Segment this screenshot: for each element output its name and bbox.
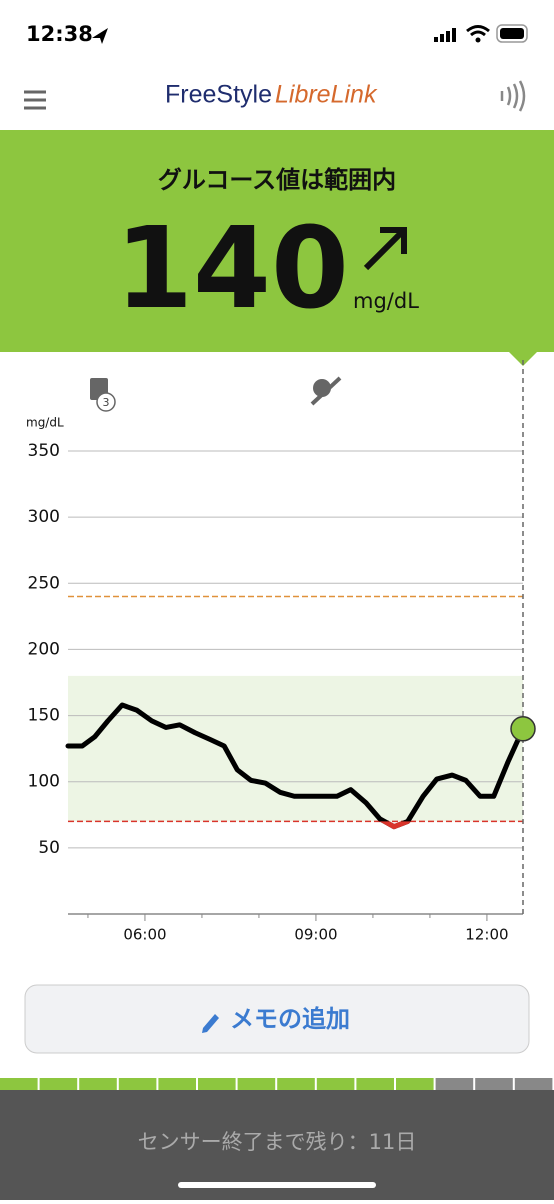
battery bbox=[496, 24, 528, 43]
y-axis-label: mg/dL bbox=[26, 416, 64, 430]
progress-segment bbox=[514, 1078, 553, 1090]
progress-segment bbox=[277, 1078, 315, 1090]
insulin-note-icon[interactable]: 3 bbox=[90, 378, 116, 412]
trend-arrow bbox=[363, 227, 407, 271]
progress-segment bbox=[237, 1078, 276, 1090]
progress-segment bbox=[0, 1078, 38, 1090]
progress-segment bbox=[198, 1078, 236, 1090]
y-tick-label: 200 bbox=[28, 639, 60, 659]
clock: 12:38 bbox=[26, 22, 93, 46]
current-marker bbox=[510, 716, 536, 742]
memo-button[interactable] bbox=[24, 984, 530, 1054]
y-tick-label: 150 bbox=[28, 706, 60, 726]
glucose-chart: mg/dL 50 100 150 200 250 300 350 06:00 09:00 12:00 bbox=[26, 360, 536, 944]
glucose-line bbox=[65, 702, 526, 830]
sensor-text: センサー終了まで残り：11日 bbox=[138, 1130, 417, 1154]
battery-level bbox=[500, 28, 524, 39]
glucose-value: 140 bbox=[115, 204, 349, 334]
y-tick-label: 300 bbox=[28, 507, 60, 527]
progress-segment bbox=[79, 1078, 117, 1090]
home-indicator bbox=[178, 1182, 376, 1188]
y-tick-label: 350 bbox=[28, 441, 60, 461]
progress-segment bbox=[356, 1078, 394, 1090]
progress-segment bbox=[316, 1078, 355, 1090]
panel-notch bbox=[509, 352, 537, 366]
insulin-icon[interactable] bbox=[310, 376, 342, 406]
progress-segment bbox=[435, 1078, 474, 1090]
menu-button[interactable] bbox=[24, 90, 46, 110]
sensor-progress bbox=[0, 1078, 553, 1090]
progress-segment bbox=[475, 1078, 513, 1090]
wifi-dot bbox=[475, 37, 481, 43]
progress-segment bbox=[158, 1078, 196, 1090]
x-tick-label: 06:00 bbox=[123, 926, 166, 944]
y-tick-label: 100 bbox=[28, 772, 60, 792]
status-text: グルコース値は範囲内 bbox=[158, 166, 396, 194]
brand-accent: LibreLink bbox=[275, 81, 378, 109]
signal-icon bbox=[434, 28, 456, 42]
scan-icon[interactable] bbox=[500, 80, 526, 112]
brand: FreeStyle bbox=[165, 81, 272, 109]
y-tick-label: 50 bbox=[38, 838, 60, 858]
progress-segment bbox=[396, 1078, 434, 1090]
glucose-unit: mg/dL bbox=[353, 289, 419, 313]
pencil-icon bbox=[202, 1014, 219, 1033]
location-icon bbox=[92, 28, 108, 44]
progress-segment bbox=[39, 1078, 78, 1090]
memo-label: メモの追加 bbox=[230, 1005, 350, 1033]
status-panel bbox=[0, 130, 554, 352]
progress-segment bbox=[118, 1078, 157, 1090]
wifi-icon bbox=[466, 25, 490, 37]
svg-text:3: 3 bbox=[103, 396, 110, 409]
y-tick-label: 250 bbox=[28, 573, 60, 593]
footer bbox=[0, 1090, 554, 1200]
x-tick-label: 09:00 bbox=[294, 926, 337, 944]
x-tick-label: 12:00 bbox=[465, 926, 508, 944]
top-bg bbox=[0, 0, 554, 130]
target-range bbox=[68, 675, 523, 822]
